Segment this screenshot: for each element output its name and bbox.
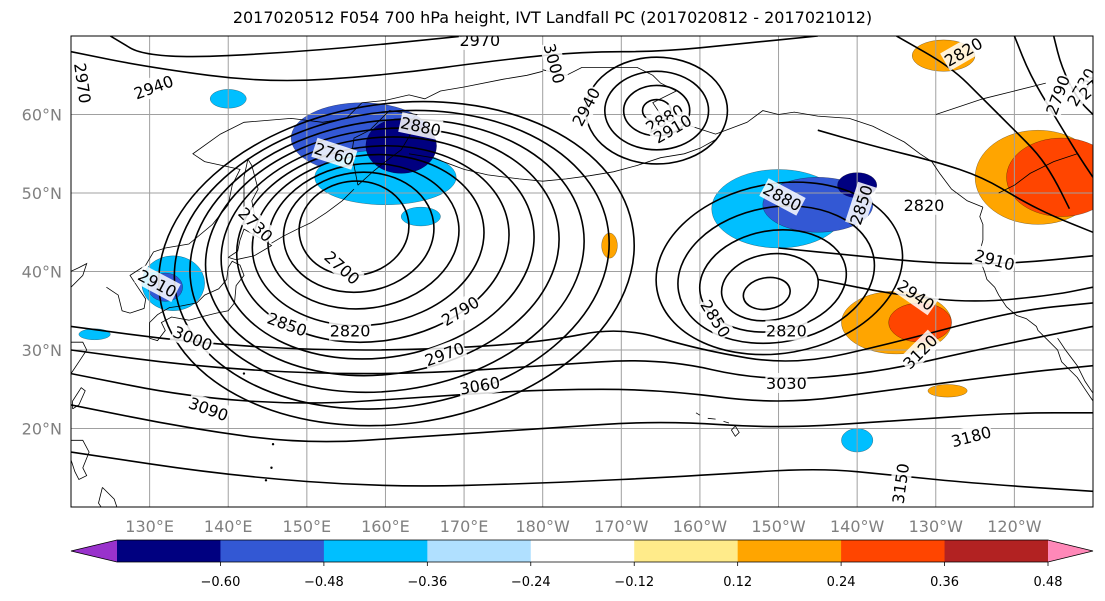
height-contour — [742, 276, 791, 311]
colorbar-tick-label: 0.36 — [930, 575, 959, 590]
colorbar-tick-label: 0.24 — [827, 575, 856, 590]
longitude-tick-label: 180°W — [516, 517, 571, 536]
height-contour — [109, 36, 465, 58]
island-dot — [270, 466, 273, 469]
height-contour — [157, 100, 635, 427]
longitude-tick-label: 160°E — [361, 517, 410, 536]
colorbar-segment — [117, 540, 221, 562]
island-dot — [242, 372, 246, 375]
contour-label: 2820 — [330, 321, 371, 340]
colorbar-tick-label: −0.60 — [201, 575, 241, 590]
contour-label: 2820 — [904, 196, 945, 215]
coastline — [998, 153, 1078, 194]
contour-label: 2970 — [459, 31, 500, 50]
longitude-tick-label: 120°W — [987, 517, 1042, 536]
colorbar-segment — [737, 540, 842, 562]
height-contour — [603, 70, 710, 151]
latitude-tick-label: 40°N — [22, 263, 62, 282]
height-contour — [267, 162, 460, 310]
height-contour — [189, 118, 585, 394]
longitude-tick-label: 170°W — [594, 517, 649, 536]
contour-label: 3030 — [766, 374, 807, 393]
height-contour — [896, 36, 1071, 210]
height-contour — [235, 144, 510, 344]
ivt-shading-patch — [927, 384, 968, 398]
colorbar-tick-label: −0.12 — [614, 575, 654, 590]
colorbar-tick-label: 0.12 — [723, 575, 752, 590]
ivt-shading-patch — [1006, 137, 1093, 217]
colorbar-segment — [427, 540, 532, 562]
height-contour — [71, 364, 1093, 404]
longitude-tick-label: 160°W — [673, 517, 728, 536]
colorbar: −0.60 −0.48 −0.36 −0.24 −0.12 0.12 0.24 0.36 0.4… — [70, 539, 1094, 590]
height-contour — [251, 153, 485, 327]
longitude-tick-label: 150°E — [283, 517, 332, 536]
latitude-tick-label: 30°N — [22, 341, 62, 360]
coastline — [723, 421, 730, 424]
coastline — [71, 341, 88, 375]
longitude-tick-label: 140°W — [830, 517, 885, 536]
colorbar-segment — [323, 540, 428, 562]
colorbar-extend-min — [71, 540, 117, 562]
height-contour — [220, 136, 535, 360]
height-contour — [282, 171, 435, 294]
height-contour — [1013, 36, 1093, 178]
colorbar-extend-max — [1048, 540, 1093, 562]
height-contour — [71, 36, 818, 82]
longitude-tick-label: 170°E — [440, 517, 489, 536]
colorbar-segment — [841, 540, 946, 562]
colorbar-tick-label: −0.36 — [407, 575, 447, 590]
island-dot — [264, 479, 268, 482]
coastline — [106, 70, 543, 314]
colorbar-segment — [944, 540, 1049, 562]
height-contour — [817, 129, 1093, 234]
colorbar-segment — [634, 540, 739, 562]
height-contour — [720, 252, 820, 322]
longitude-ticks: 130°E 140°E 150°E 160°E 170°E 180°W 170°W 160°W… — [125, 517, 1041, 536]
colorbar-tick-label: −0.24 — [511, 575, 551, 590]
contour-label: 2820 — [766, 321, 807, 340]
height-contour — [655, 181, 904, 356]
latitude-ticks: 20°N 30°N 40°N 50°N 60°N — [22, 106, 62, 439]
coastline — [408, 139, 716, 182]
longitude-tick-label: 130°W — [909, 517, 964, 536]
latitude-tick-label: 50°N — [22, 184, 62, 203]
height-contour — [71, 325, 1093, 380]
coastline — [71, 262, 88, 288]
coastline — [707, 417, 716, 420]
colorbar-segment — [530, 540, 635, 562]
colorbar-tick-label: −0.48 — [304, 575, 344, 590]
latitude-tick-label: 60°N — [22, 106, 62, 125]
longitude-tick-label: 150°W — [751, 517, 806, 536]
colorbar-segment — [220, 540, 325, 562]
height-contour — [71, 404, 1093, 443]
coastline — [730, 425, 740, 437]
coastline — [71, 439, 90, 481]
map-frame — [70, 35, 1094, 508]
longitude-tick-label: 140°E — [204, 517, 253, 536]
longitude-tick-label: 130°E — [125, 517, 174, 536]
chart-title: 2017020512 F054 700 hPa height, IVT Land… — [232, 8, 873, 27]
latitude-tick-label: 20°N — [22, 420, 62, 439]
contour-label: 2970 — [70, 62, 94, 105]
colorbar-tick-label: 0.48 — [1034, 575, 1063, 590]
island-dot — [271, 443, 275, 446]
height-contour — [71, 302, 1093, 362]
coastline — [98, 487, 118, 507]
coastline — [695, 412, 701, 416]
coastline — [1057, 337, 1093, 394]
